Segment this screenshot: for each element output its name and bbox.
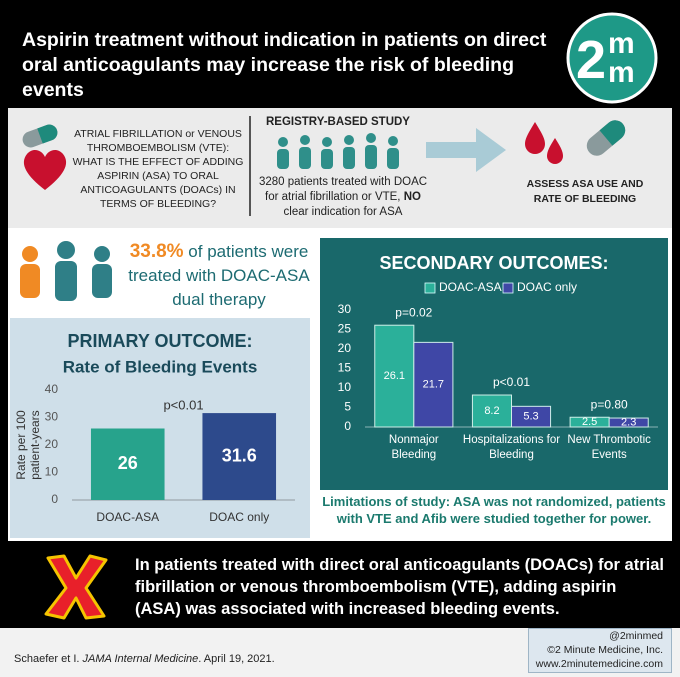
chart-svg: SECONDARY OUTCOMES: 0 5 10 15 20 25 30 DOAC-ASA D… bbox=[338, 253, 658, 433]
people-icon bbox=[20, 241, 112, 301]
x-tick-label: Nonmajor Bleeding bbox=[388, 434, 439, 461]
pill-icon bbox=[586, 120, 626, 156]
citation-date: . April 19, 2021. bbox=[198, 653, 275, 665]
chart-svg: PRIMARY OUTCOME: Rate of Bleeding Events 0… bbox=[45, 331, 295, 506]
stat: 33.8% of patients were treated with DOAC… bbox=[128, 240, 310, 312]
logo-letter: m bbox=[608, 27, 635, 60]
bar bbox=[608, 417, 649, 428]
legend-swatch bbox=[424, 282, 436, 294]
p-value: p<0.01 bbox=[493, 375, 530, 389]
credits: @2minmed ©2 Minute Medicine, Inc. www.2m… bbox=[528, 628, 672, 673]
conclusion-band bbox=[0, 543, 680, 628]
y-tick-label: 0 bbox=[51, 492, 58, 506]
value-label: 8.2 bbox=[484, 405, 499, 417]
chart-title: PRIMARY OUTCOME: bbox=[67, 331, 252, 351]
y-tick-label: 40 bbox=[45, 382, 59, 396]
stat-text: of patients were treated with DOAC-ASA d… bbox=[128, 242, 310, 309]
logo: 2 m m bbox=[566, 12, 658, 104]
y-tick-label: 20 bbox=[338, 341, 352, 355]
credit-line: ©2 Minute Medicine, Inc. bbox=[547, 644, 663, 656]
y-tick-label: 20 bbox=[45, 437, 59, 451]
value-label: 26.1 bbox=[384, 370, 405, 382]
value-label: 2.3 bbox=[621, 416, 636, 428]
p-value: p=0.80 bbox=[591, 397, 628, 411]
title: Aspirin treatment without indication in … bbox=[22, 29, 547, 101]
y-axis-label: Rate per 100 patient-years bbox=[14, 410, 42, 480]
conclusion: In patients treated with direct oral ant… bbox=[135, 556, 664, 618]
y-tick-label: 5 bbox=[344, 400, 351, 414]
credit-line: @2minmed bbox=[609, 630, 663, 642]
y-tick-label: 25 bbox=[338, 322, 352, 336]
primary-chart: PRIMARY OUTCOME: Rate of Bleeding Events 0… bbox=[10, 318, 310, 538]
background-icons bbox=[22, 116, 626, 216]
secondary-chart: SECONDARY OUTCOMES: 0 5 10 15 20 25 30 DOAC-ASA D… bbox=[320, 238, 668, 490]
x-tick-label: Hospitalizations for Bleeding bbox=[462, 434, 561, 461]
study-text-emphasis: NO bbox=[403, 191, 421, 203]
chart-subtitle: Rate of Bleeding Events bbox=[63, 357, 258, 376]
p-value: p<0.01 bbox=[163, 397, 203, 412]
y-tick-label: 30 bbox=[338, 302, 352, 316]
citation: Schaefer et I. JAMA Internal Medicine. A… bbox=[14, 653, 275, 665]
value-label: 21.7 bbox=[423, 379, 444, 391]
credit-line: www.2minutemedicine.com bbox=[535, 658, 663, 670]
bar bbox=[90, 428, 165, 500]
study-text-part: clear indication for ASA bbox=[283, 206, 403, 218]
chart-title: SECONDARY OUTCOMES: bbox=[379, 253, 608, 273]
legend-label: DOAC only bbox=[517, 280, 577, 294]
x-tick-label: DOAC-ASA bbox=[96, 510, 160, 524]
logo-letter: m bbox=[608, 56, 635, 89]
logo-digit: 2 bbox=[576, 30, 606, 90]
value-label: 2.5 bbox=[582, 416, 597, 428]
y-tick-label: 0 bbox=[344, 419, 351, 433]
method: ASSESS ASA USE AND RATE OF BLEEDING bbox=[526, 178, 644, 205]
x-tick-label: New Thrombotic Events bbox=[567, 434, 651, 461]
citation-authors: Schaefer et I. bbox=[14, 653, 80, 665]
heart-icon bbox=[23, 150, 67, 190]
value-label: 31.6 bbox=[222, 445, 257, 465]
bar bbox=[471, 394, 512, 428]
y-tick-label: 10 bbox=[338, 380, 352, 394]
legend-swatch bbox=[502, 282, 514, 294]
stat-highlight: 33.8% bbox=[129, 241, 184, 262]
pill-icon bbox=[22, 124, 58, 148]
study-heading: REGISTRY-BASED STUDY bbox=[266, 116, 410, 128]
arrow bbox=[426, 128, 506, 172]
drop-icon bbox=[547, 138, 563, 164]
bar bbox=[374, 324, 415, 428]
citation-journal: JAMA Internal Medicine bbox=[82, 653, 199, 665]
y-tick-label: 15 bbox=[338, 361, 352, 375]
bar bbox=[511, 405, 552, 428]
study-text-part: 3280 patients treated with DOAC for atri… bbox=[258, 176, 428, 203]
p-value: p=0.02 bbox=[395, 305, 432, 319]
x-icon bbox=[44, 554, 108, 620]
background-panel bbox=[8, 108, 672, 228]
drop-icon bbox=[525, 122, 545, 154]
bar bbox=[413, 341, 454, 428]
value-label: 26 bbox=[118, 453, 138, 473]
y-tick-label: 30 bbox=[45, 410, 59, 424]
y-tick-label: 10 bbox=[45, 465, 59, 479]
bar bbox=[202, 413, 277, 500]
study-text: 3280 patients treated with DOAC for atri… bbox=[258, 175, 428, 220]
x-tick-label: DOAC only bbox=[209, 510, 270, 524]
limitations: Limitations of study: ASA was not random… bbox=[322, 494, 666, 526]
value-label: 5.3 bbox=[523, 411, 538, 423]
question: ATRIAL FIBRILLATION or VENOUS THROMBOEMB… bbox=[72, 128, 244, 210]
legend-label: DOAC-ASA bbox=[439, 280, 502, 294]
people-icon bbox=[277, 133, 399, 169]
logo-circle bbox=[566, 12, 658, 104]
